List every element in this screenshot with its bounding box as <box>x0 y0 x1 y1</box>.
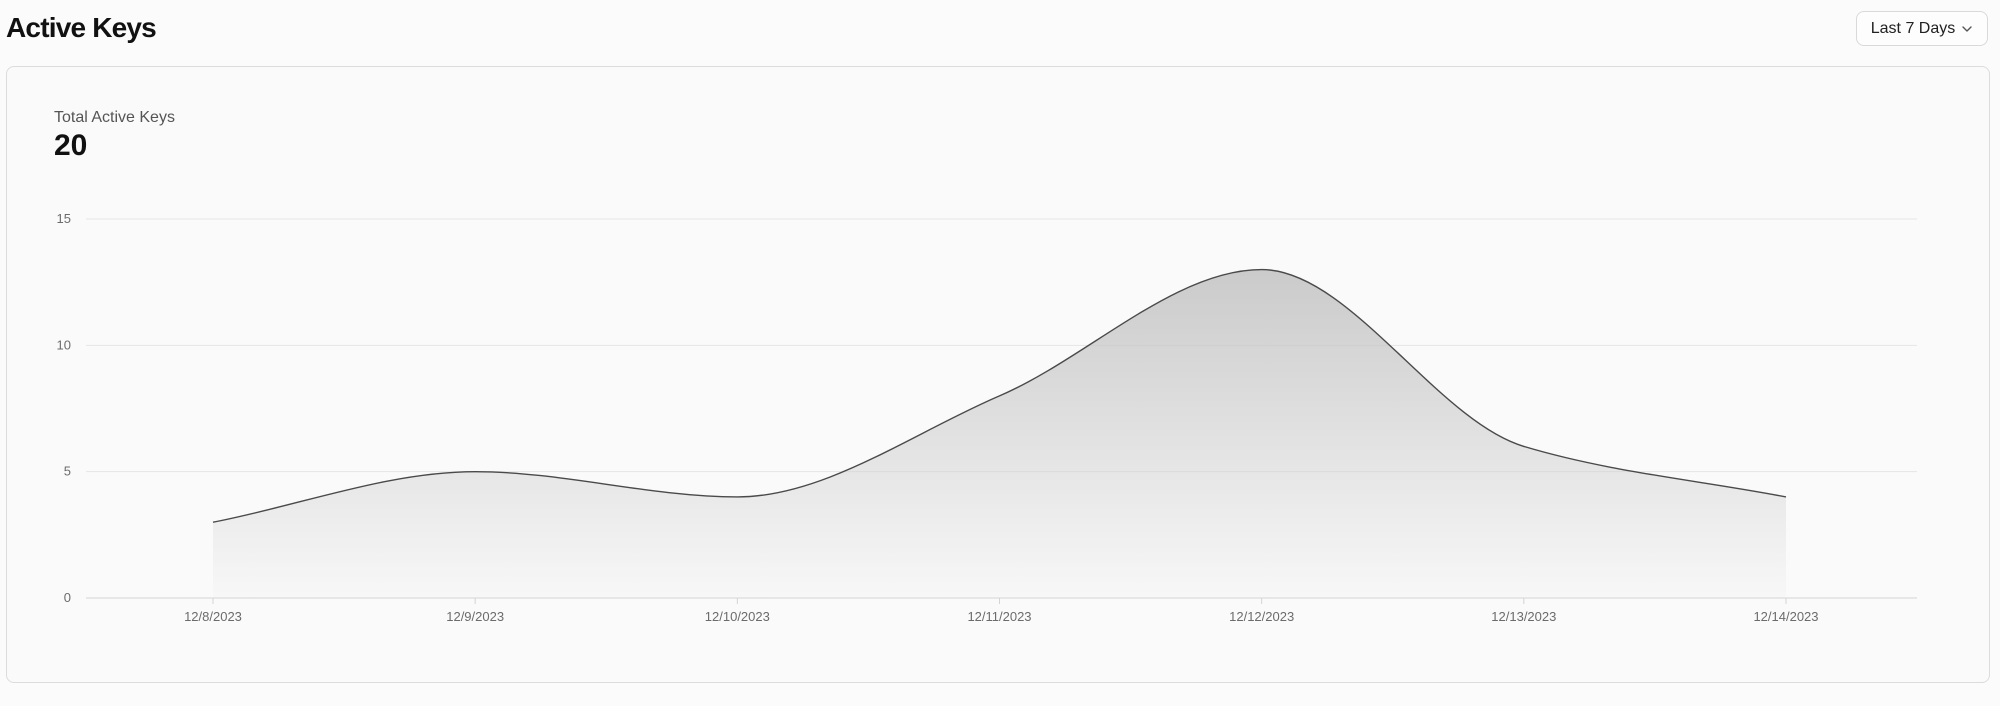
y-tick-label: 15 <box>57 211 71 226</box>
data-point <box>210 519 216 525</box>
date-range-label: Last 7 Days <box>1870 19 1956 37</box>
data-point <box>472 469 478 475</box>
data-point <box>1521 443 1527 449</box>
total-active-keys-value: 20 <box>54 129 88 162</box>
x-tick-label: 12/11/2023 <box>967 609 1031 624</box>
x-tick-label: 12/9/2023 <box>446 609 504 624</box>
series-area <box>213 269 1786 598</box>
data-point <box>1783 494 1789 500</box>
total-active-keys-label: Total Active Keys <box>54 109 175 126</box>
y-tick-label: 5 <box>64 464 71 479</box>
active-keys-chart: 0 5 10 15 12/8/2023 12/9/2023 12/10/2023 12/11… <box>57 211 1917 624</box>
data-point <box>1259 267 1265 273</box>
x-tick-label: 12/10/2023 <box>705 609 770 624</box>
data-point <box>734 494 740 500</box>
x-tick-label: 12/8/2023 <box>184 609 242 624</box>
page-title: Active Keys <box>6 12 157 43</box>
date-range-select[interactable]: Last 7 Days <box>1856 11 1988 46</box>
data-point <box>997 393 1003 399</box>
x-tick-label: 12/14/2023 <box>1753 609 1818 624</box>
chart-card: Total Active Keys 20 0 5 10 15 12/8/2023 12/… <box>6 66 1990 683</box>
y-tick-label: 0 <box>64 590 71 605</box>
series-line <box>212 268 1787 523</box>
chevron-down-icon <box>1961 23 1973 35</box>
y-tick-label: 10 <box>57 337 71 352</box>
x-tick-label: 12/13/2023 <box>1491 609 1556 624</box>
x-tick-label: 12/12/2023 <box>1229 609 1294 624</box>
